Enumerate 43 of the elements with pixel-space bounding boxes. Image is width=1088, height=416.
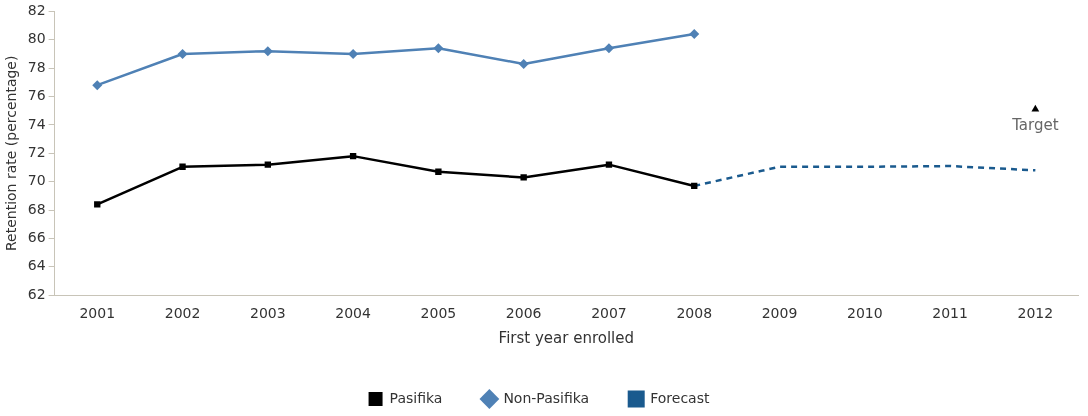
point <box>177 48 188 59</box>
x-tick-label: 2005 <box>420 305 457 322</box>
point <box>605 161 613 168</box>
legend-label: Non-Pasifika <box>503 389 590 406</box>
point <box>264 161 271 168</box>
x-tick-label: 2010 <box>846 305 883 322</box>
y-tick-label: 68 <box>27 200 46 217</box>
y-axis-title: Retention rate (percentage) <box>3 55 20 252</box>
y-tick-label: 72 <box>27 143 46 160</box>
x-tick-label: 2004 <box>335 305 371 322</box>
x-tick-label: 2012 <box>1017 305 1054 322</box>
point <box>603 43 614 54</box>
y-tick-label: 74 <box>27 115 46 132</box>
legend-label: Pasifika <box>389 389 443 406</box>
point <box>518 58 529 69</box>
y-tick-label: 66 <box>27 229 46 246</box>
legend-label: Forecast <box>650 389 710 406</box>
point <box>179 163 186 170</box>
x-tick-label: 2011 <box>932 305 968 322</box>
y-tick-label: 76 <box>27 87 46 104</box>
series-label: Target <box>1011 115 1059 134</box>
y-tick-label: 70 <box>27 172 46 189</box>
point <box>520 174 527 181</box>
y-tick-label: 64 <box>27 257 46 274</box>
y-tick-label: 82 <box>27 2 46 19</box>
x-tick-label: 2009 <box>761 305 798 322</box>
x-tick-label: 2002 <box>164 305 201 322</box>
point <box>1031 104 1040 112</box>
point <box>92 80 103 91</box>
x-tick-label: 2006 <box>505 305 542 322</box>
point <box>435 168 442 175</box>
y-tick-label: 62 <box>27 285 46 302</box>
point <box>433 43 444 54</box>
point <box>689 29 700 40</box>
y-tick-label: 78 <box>27 58 46 75</box>
x-tick-label: 2003 <box>250 305 286 322</box>
x-tick-label: 2007 <box>591 305 627 322</box>
x-axis-title: First year enrolled <box>498 328 635 347</box>
x-tick-label: 2008 <box>676 305 713 322</box>
x-tick-label: 2001 <box>79 305 116 322</box>
point <box>94 201 101 208</box>
point <box>262 46 273 57</box>
y-tick-label: 80 <box>27 30 46 47</box>
